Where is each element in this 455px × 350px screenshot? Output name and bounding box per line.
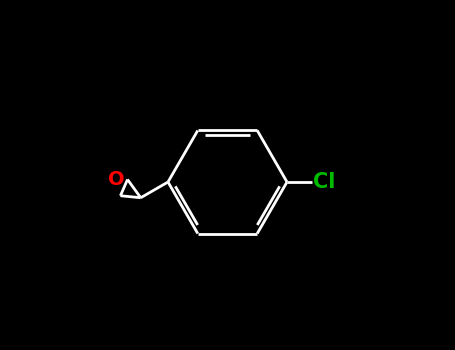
Text: Cl: Cl (313, 172, 335, 192)
Text: O: O (108, 170, 125, 189)
